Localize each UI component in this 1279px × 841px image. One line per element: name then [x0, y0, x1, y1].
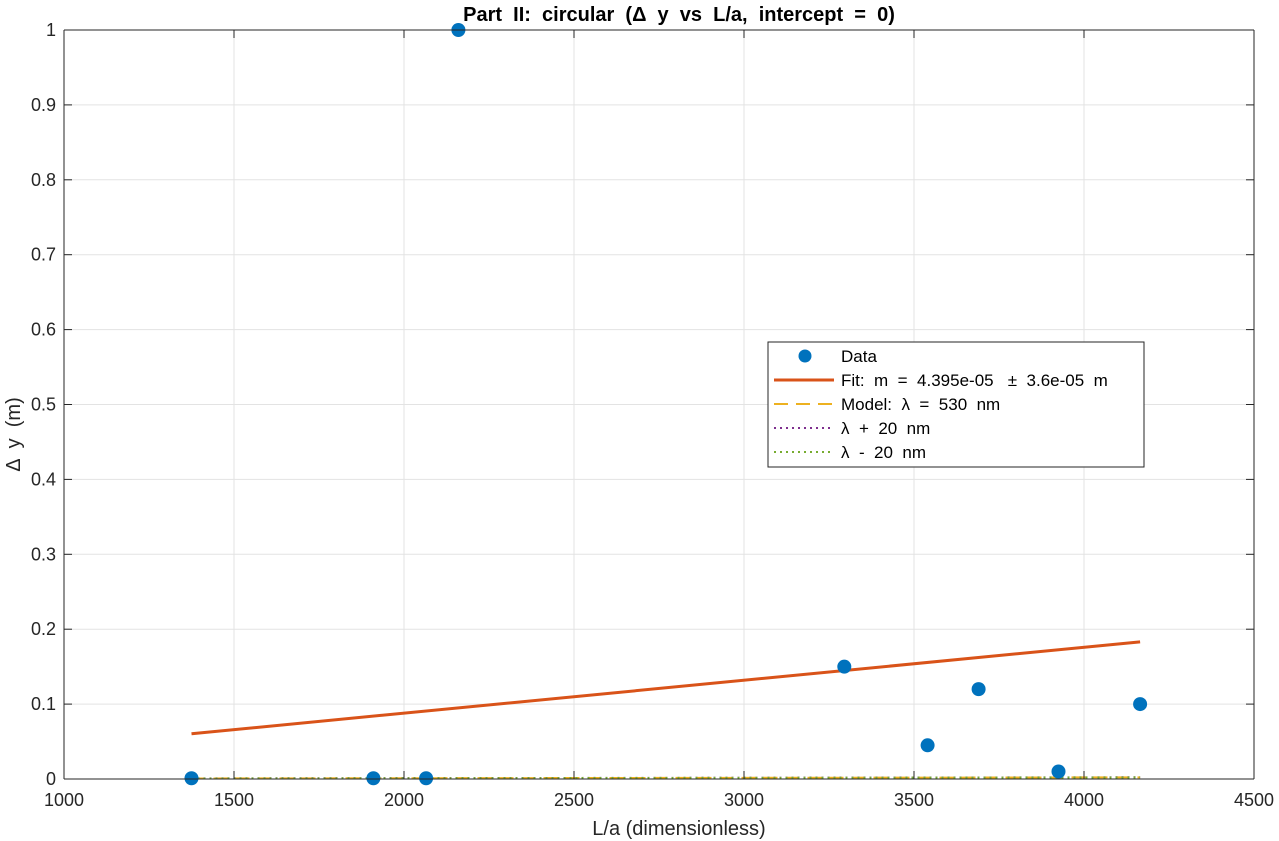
data-point-0 [184, 771, 199, 786]
y-tick-label-0: 0 [46, 769, 56, 789]
data-point-6 [971, 682, 986, 697]
legend-label-20-nm: λ - 20 nm [841, 443, 926, 462]
y-tick-label-0-9: 0.9 [31, 95, 56, 115]
y-tick-label-0-4: 0.4 [31, 469, 56, 489]
axes [63, 29, 1255, 780]
y-tick-label-0-5: 0.5 [31, 395, 56, 415]
legend-label-20-nm: λ + 20 nm [841, 419, 930, 438]
y-tick-label-0-1: 0.1 [31, 694, 56, 714]
x-tick-label-3000: 3000 [724, 790, 764, 810]
data-point-8 [1133, 697, 1148, 712]
y-axis-label: Δ y (m) [3, 397, 25, 471]
data-point-7 [1051, 764, 1066, 779]
chart-title: Part II: circular (Δ y vs L/a, intercept… [463, 4, 895, 26]
y-tick-label-0-8: 0.8 [31, 170, 56, 190]
series-line-4 [191, 776, 1141, 780]
x-tick-label-2500: 2500 [554, 790, 594, 810]
x-tick-label-1500: 1500 [214, 790, 254, 810]
grid [64, 30, 1254, 779]
data-point-4 [837, 659, 852, 674]
x-tick-label-4500: 4500 [1234, 790, 1274, 810]
legend-label-fit-m-4-395e-05-3-6e-05-m: Fit: m = 4.395e-05 ± 3.6e-05 m [841, 371, 1108, 390]
y-tick-label-0-2: 0.2 [31, 619, 56, 639]
data-point-5 [920, 738, 935, 753]
legend-label-model-530-nm: Model: λ = 530 nm [841, 395, 1000, 414]
data-points [184, 23, 1148, 786]
legend-marker-data [798, 349, 812, 363]
legend: Data Fit: m = 4.395e-05 ± 3.6e-05 m Model:… [767, 341, 1145, 468]
data-point-1 [366, 771, 381, 786]
x-tick-label-4000: 4000 [1064, 790, 1104, 810]
x-axis-label: L/a (dimensionless) [592, 818, 765, 840]
x-tick-label-3500: 3500 [894, 790, 934, 810]
x-tick-label-1000: 1000 [44, 790, 84, 810]
y-tick-label-0-6: 0.6 [31, 320, 56, 340]
y-tick-label-0-7: 0.7 [31, 245, 56, 265]
series-lines [191, 640, 1141, 780]
series-line-1 [191, 640, 1141, 736]
tick-labels: 1000 1500 2000 2500 3000 3500 4000 4500 0 0.1 0.2 0… [31, 20, 1274, 810]
y-tick-label-0-3: 0.3 [31, 544, 56, 564]
x-tick-label-2000: 2000 [384, 790, 424, 810]
data-point-2 [419, 771, 434, 786]
y-tick-label-1: 1 [46, 20, 56, 40]
legend-label-data: Data [841, 347, 877, 366]
